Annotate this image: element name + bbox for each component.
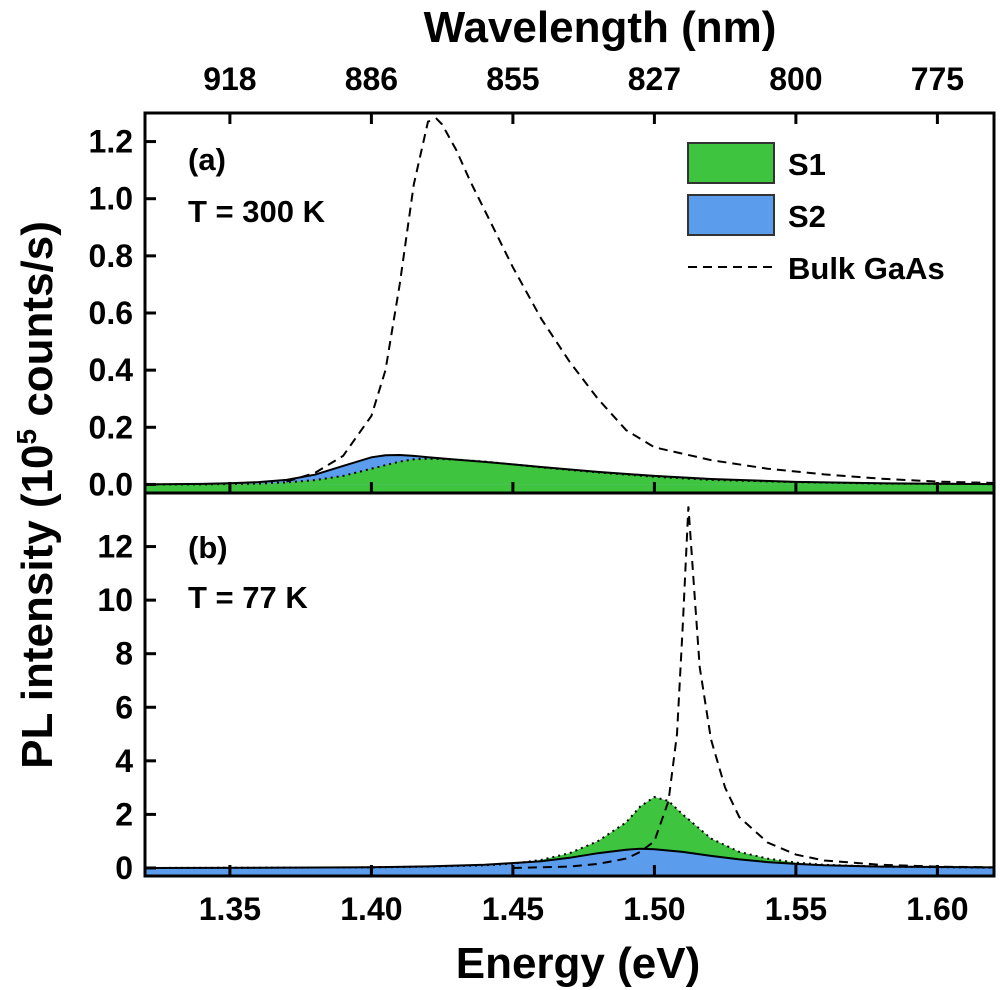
panel-b-ytick-label: 6: [115, 689, 133, 725]
panel-a-temperature: T = 300 K: [188, 194, 326, 229]
legend: S1 S2 Bulk GaAs: [687, 142, 945, 286]
panel-a-ytick-label: 1.2: [89, 124, 133, 160]
panel-a-ytick-label: 0.0: [89, 466, 133, 502]
panel-b-temperature: T = 77 K: [188, 580, 308, 615]
panel-b-ytick-label: 2: [115, 796, 133, 832]
panel-b-plot-area: [145, 506, 994, 876]
y-axis-title-pre: PL intensity (10: [13, 444, 62, 768]
panel-b-ytick-label: 4: [115, 743, 133, 779]
x-tick-label: 1.35: [199, 891, 261, 927]
y-axis-title-post: counts/s): [13, 221, 62, 429]
panel-a-bulk-gaas-curve: [286, 117, 994, 484]
panel-b-label: (b): [188, 530, 228, 565]
panel-b-bulk-gaas-curve: [512, 506, 994, 869]
panel-a-plot-area: [145, 117, 994, 493]
panel-a-baseline-band: [145, 484, 994, 493]
panel-a-s2-curve: [145, 453, 994, 486]
x-tick-label: 1.50: [623, 891, 685, 927]
axis-ticks: 0.0 0.2 0.4 0.6 0.8 1.0 1.2 0 2 4 6 8 10 12 1.35 1.40 1.…: [89, 61, 969, 927]
legend-s2-swatch: [687, 194, 775, 236]
y-axis-title-exponent: 5: [11, 429, 42, 445]
x-tick-label: 1.40: [340, 891, 402, 927]
top-axis-title: Wavelength (nm): [424, 3, 777, 52]
panel-a-ytick-label: 1.0: [89, 181, 133, 217]
x-tick-label: 1.60: [906, 891, 968, 927]
panel-b-baseline-band: [145, 867, 994, 876]
panel-a-ytick-label: 0.8: [89, 238, 133, 274]
panel-b-ytick-label: 0: [115, 850, 133, 886]
y-axis-title: PL intensity (105 counts/s): [11, 221, 62, 769]
panel-b-s1-fill: [145, 797, 994, 868]
x-tick-label: 1.45: [482, 891, 544, 927]
top-tick-label: 827: [628, 61, 681, 97]
panel-a-label: (a): [188, 142, 226, 177]
panel-b-ytick-label: 12: [97, 529, 133, 565]
x-axis-title: Energy (eV): [456, 939, 701, 988]
panel-b-ytick-label: 8: [115, 636, 133, 672]
panel-a-ytick-label: 0.4: [89, 352, 134, 388]
x-tick-label: 1.55: [765, 891, 827, 927]
panel-b-s2-curve: [145, 847, 994, 869]
panel-b-ytick-label: 10: [97, 582, 133, 618]
legend-bulk-gaas-label: Bulk GaAs: [788, 251, 945, 286]
panel-a-ytick-label: 0.2: [89, 409, 133, 445]
panel-b-s1-curve: [145, 795, 994, 869]
legend-s2-label: S2: [788, 199, 826, 234]
top-tick-label: 918: [203, 61, 256, 97]
top-tick-label: 855: [486, 61, 539, 97]
legend-s1-label: S1: [788, 147, 826, 182]
panel-a-ytick-label: 0.6: [89, 295, 133, 331]
top-tick-label: 775: [911, 61, 964, 97]
top-tick-label: 800: [769, 61, 822, 97]
top-tick-label: 886: [345, 61, 398, 97]
panel-a-s1-fill: [145, 458, 994, 485]
legend-s1-swatch: [687, 142, 775, 184]
